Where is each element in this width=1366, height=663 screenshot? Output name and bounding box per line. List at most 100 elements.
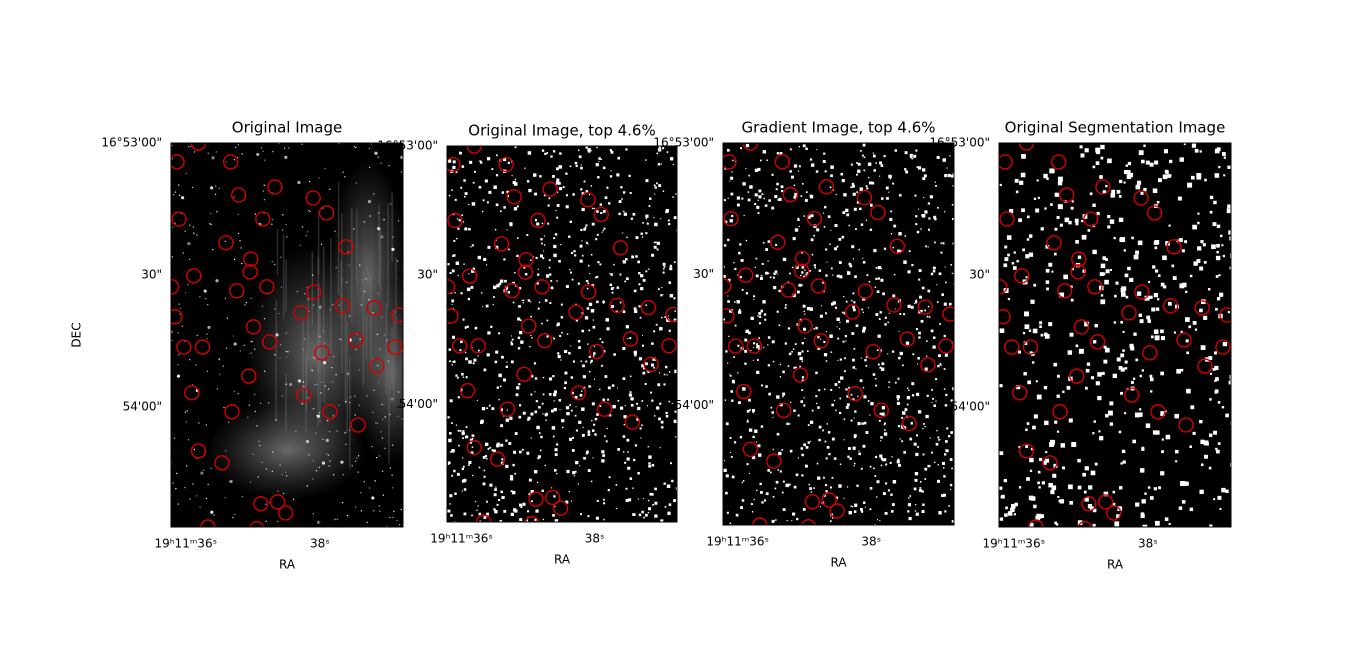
pixel (568, 235, 571, 238)
pixel (883, 422, 886, 425)
star (237, 144, 240, 146)
pixel (496, 284, 500, 288)
pixel (862, 326, 866, 330)
source-marker (727, 338, 744, 354)
pixel (1199, 266, 1204, 271)
pixel (852, 446, 856, 450)
pixel (825, 490, 828, 493)
star (285, 471, 287, 473)
pixel (863, 421, 867, 425)
source-marker (821, 492, 837, 508)
pixel (1200, 240, 1204, 244)
pixel (451, 269, 455, 273)
pixel (831, 517, 834, 519)
pixel (1077, 485, 1082, 490)
star (225, 161, 227, 163)
pixel (495, 350, 499, 354)
pixel (596, 300, 599, 304)
pixel (809, 440, 811, 443)
pixel (863, 501, 866, 504)
star (335, 373, 337, 376)
pixel (1068, 418, 1073, 423)
star (355, 182, 357, 184)
pixel (631, 255, 635, 259)
pixel (661, 286, 663, 289)
pixel (1149, 162, 1154, 167)
pixel (943, 368, 946, 370)
pixel (951, 467, 953, 470)
pixel (578, 420, 582, 424)
source-marker (269, 494, 286, 510)
source-marker (190, 443, 207, 459)
pixel (1025, 276, 1028, 279)
streak (341, 213, 343, 286)
pixel (1057, 181, 1063, 186)
pixel (804, 313, 806, 315)
source-marker (1012, 385, 1028, 401)
pixel (949, 155, 951, 157)
star (339, 338, 341, 340)
source-marker (1052, 404, 1068, 420)
pixel (758, 337, 760, 339)
pixel (1160, 329, 1164, 334)
star (189, 498, 191, 500)
pixel (875, 455, 878, 459)
pixel (925, 414, 929, 419)
pixel (565, 406, 570, 410)
star (400, 171, 403, 173)
source-marker (530, 212, 546, 229)
pixel (724, 399, 727, 401)
pixel (950, 174, 954, 178)
pixel (646, 222, 649, 225)
pixel (801, 341, 804, 345)
source-marker (1022, 339, 1039, 355)
star (394, 311, 396, 313)
pixel (464, 195, 466, 198)
pixel (916, 230, 920, 234)
pixel (634, 354, 637, 357)
pixel (1094, 462, 1098, 466)
star (301, 403, 303, 405)
pixel (727, 278, 731, 282)
pixel (481, 407, 486, 411)
pixel (648, 455, 652, 459)
star (263, 184, 265, 187)
pixel (590, 480, 593, 483)
pixel (591, 284, 595, 287)
pixel (601, 459, 605, 463)
pixel (827, 215, 831, 218)
pixel (857, 422, 861, 426)
pixel (906, 403, 909, 406)
pixel (927, 228, 930, 231)
pixel (514, 271, 516, 274)
pixel (952, 173, 954, 175)
pixel (1156, 200, 1160, 204)
pixel (766, 159, 768, 162)
pixel (818, 389, 821, 392)
pixel (1007, 511, 1013, 516)
pixel (1028, 329, 1032, 332)
pixel (803, 443, 806, 447)
pixel (554, 519, 559, 522)
pixel (740, 147, 743, 150)
pixel (930, 272, 934, 276)
pixel (726, 148, 730, 152)
star (329, 308, 332, 311)
pixel (1185, 290, 1188, 294)
star (282, 214, 284, 216)
pixel (785, 483, 789, 488)
pixel (556, 216, 559, 219)
star (248, 404, 251, 406)
pixel (457, 227, 460, 230)
pixel (485, 304, 489, 308)
pixel (662, 190, 665, 193)
pixel (608, 202, 611, 205)
star (357, 455, 360, 457)
pixel (767, 260, 769, 262)
pixel (1227, 165, 1231, 169)
pixel (729, 374, 732, 377)
source-marker (184, 385, 200, 401)
pixel (632, 212, 636, 216)
y-axis-label: DEC (70, 322, 84, 347)
pixel (907, 510, 910, 513)
